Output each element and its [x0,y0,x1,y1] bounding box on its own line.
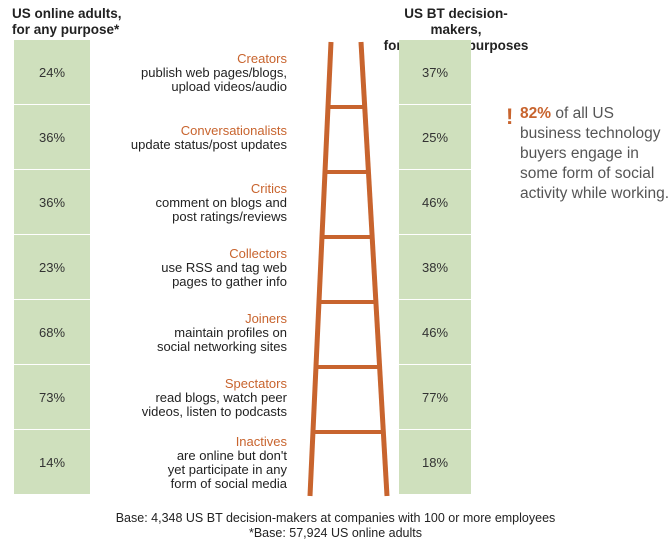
category-label: Conversationalists update status/post upd… [90,105,287,170]
left-header-line: US online adults, [12,6,122,21]
category-desc: yet participate in any [167,461,287,477]
right-header-line: US BT decision-makers, [404,6,508,37]
category-desc: comment on blogs and [155,194,287,210]
category-label: Inactives are online but don't yet partici… [90,430,287,495]
callout-text: 82% of all US business technology buyers… [520,104,670,204]
category-desc: publish web pages/blogs, [141,64,287,80]
exclamation-icon: ! [506,104,514,129]
value-cell: 36% [14,105,90,169]
category-name: Joiners [245,310,287,326]
value-cell: 24% [14,40,90,104]
footnotes: Base: 4,348 US BT decision-makers at com… [0,511,671,541]
category-desc: pages to gather info [172,273,287,289]
category-desc: upload videos/audio [171,78,287,94]
category-desc: social networking sites [156,338,287,354]
category-labels: Creators publish web pages/blogs, upload v… [90,40,287,495]
ladder-left-rail [307,41,334,497]
category-name: Conversationalists [180,122,287,138]
value-cell: 73% [14,365,90,429]
value-cell: 37% [399,40,471,104]
category-label: Creators publish web pages/blogs, upload v… [90,40,287,105]
category-label: Critics comment on blogs and post ratings/… [90,170,287,235]
ladder-right-rail [358,41,390,497]
value-cell: 25% [399,105,471,169]
value-cell: 46% [399,170,471,234]
value-cell: 36% [14,170,90,234]
callout-body: of all US business technology buyers eng… [520,105,670,202]
category-desc: maintain profiles on [174,324,287,340]
category-name: Critics [250,180,287,196]
value-cell: 23% [14,235,90,299]
left-header-line: for any purpose* [12,22,120,37]
footnote: Base: 4,348 US BT decision-makers at com… [115,511,556,525]
category-desc: are online but don't [176,447,287,463]
value-cell: 14% [14,430,90,494]
value-cell: 77% [399,365,471,429]
category-desc: post ratings/reviews [172,208,287,224]
category-label: Collectors use RSS and tag web pages to ga… [90,235,287,300]
left-column: 24% 36% 36% 23% 68% 73% 14% [14,40,90,495]
category-desc: update status/post updates [130,136,287,152]
left-header: US online adults, for any purpose* [12,6,122,38]
value-cell: 68% [14,300,90,364]
value-cell: 18% [399,430,471,494]
category-desc: videos, listen to podcasts [141,403,287,419]
category-desc: form of social media [170,475,287,491]
value-cell: 38% [399,235,471,299]
category-name: Collectors [229,245,287,261]
value-cell: 46% [399,300,471,364]
category-desc: use RSS and tag web [161,259,287,275]
category-name: Spectators [224,375,287,391]
category-label: Spectators read blogs, watch peer videos, … [90,365,287,430]
category-desc: read blogs, watch peer [155,389,287,405]
category-name: Creators [237,50,287,66]
callout-highlight: 82% [520,105,552,122]
footnote: *Base: 57,924 US online adults [248,526,423,540]
right-column: 37% 25% 46% 38% 46% 77% 18% [399,40,471,495]
category-label: Joiners maintain profiles on social networ… [90,300,287,365]
category-name: Inactives [235,433,287,449]
